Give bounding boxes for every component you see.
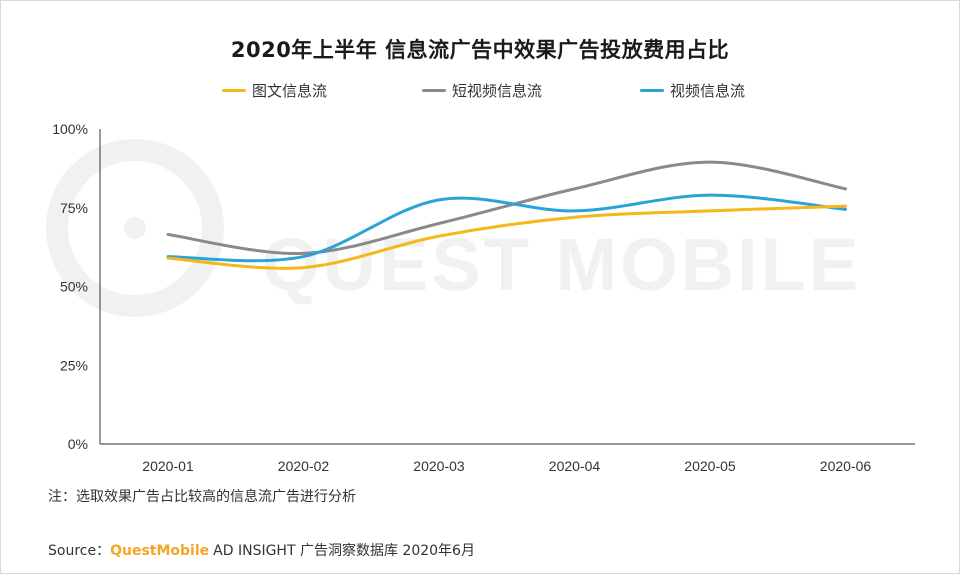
y-tick-label: 0%: [68, 436, 88, 452]
watermark-text: QUEST MOBILE: [262, 223, 861, 306]
legend-swatch-tuwen: [222, 89, 246, 92]
legend-label-short-video: 短视频信息流: [452, 82, 543, 100]
source-label: Source：: [48, 543, 111, 559]
series-line-1: [166, 160, 847, 255]
watermark-logo-dot: [124, 217, 146, 239]
y-tick-label: 75%: [60, 200, 88, 216]
x-tick-label: 2020-03: [413, 458, 465, 474]
y-tick-label: 100%: [52, 121, 88, 137]
source-line: Source： QuestMobile AD INSIGHT 广告洞察数据库 2…: [48, 540, 475, 560]
legend-label-video: 视频信息流: [670, 82, 746, 100]
legend: 图文信息流 短视频信息流 视频信息流: [0, 80, 960, 104]
series-layer: [166, 160, 847, 270]
legend-swatch-short-video: [422, 89, 446, 92]
watermark-logo-ring: [46, 139, 224, 317]
source-rest: AD INSIGHT 广告洞察数据库 2020年6月: [213, 543, 475, 559]
legend-item-video: 视频信息流: [640, 80, 745, 101]
source-brand: QuestMobile: [110, 543, 210, 559]
series-line-2: [166, 193, 847, 263]
legend-swatch-video: [640, 89, 664, 92]
x-tick-label: 2020-01: [142, 458, 194, 474]
x-tick-label: 2020-02: [278, 458, 330, 474]
legend-item-short-video: 短视频信息流: [422, 80, 542, 101]
x-tick-label: 2020-06: [820, 458, 872, 474]
watermark: QUEST MOBILE: [46, 139, 861, 317]
y-tick-label: 25%: [60, 357, 88, 373]
footnote: 注：选取效果广告占比较高的信息流广告进行分析: [48, 489, 356, 505]
legend-label-tuwen: 图文信息流: [252, 82, 328, 100]
legend-item-tuwen: 图文信息流: [222, 80, 327, 101]
x-tick-label: 2020-05: [684, 458, 736, 474]
y-tick-label: 50%: [60, 279, 88, 295]
axes: 0% 25% 50% 75% 100% 2020-01 2020-02 2020-03 2020…: [52, 121, 915, 474]
series-line-0: [166, 204, 847, 270]
chart-title: 2020年上半年 信息流广告中效果广告投放费用占比: [230, 38, 730, 62]
x-tick-label: 2020-04: [549, 458, 601, 474]
